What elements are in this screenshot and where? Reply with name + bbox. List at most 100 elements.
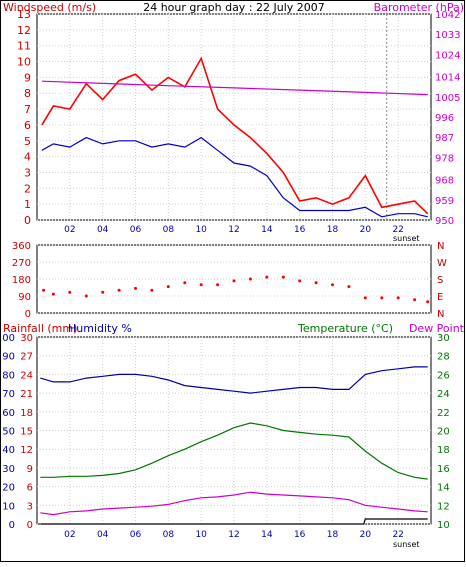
temperature-axis: 10 12 14 16 18 20 22 24 26 28 30 xyxy=(437,333,450,531)
rainfall-tick-label: 6 xyxy=(27,483,33,494)
wind-x-tick-label: 12 xyxy=(228,225,239,235)
wind-x-tick-label: 22 xyxy=(392,225,403,235)
barometer-right-axis: 950 959 968 978 987 996 1005 1014 1024 1033 1042 xyxy=(435,10,460,227)
humidity-tick-label: 60 xyxy=(2,408,15,419)
compass-tick-label: W xyxy=(437,258,447,269)
rainfall-axis-title: Rainfall (mm) xyxy=(3,322,77,335)
rainfall-line xyxy=(40,518,428,525)
barometer-line xyxy=(41,80,428,96)
direction-point xyxy=(68,290,72,294)
barometer-tick-label: 1024 xyxy=(435,50,460,61)
sunset-label-bottom: sunset xyxy=(393,540,420,549)
direction-tick-label: 180 xyxy=(12,275,31,286)
direction-tick-label: 90 xyxy=(18,292,31,303)
direction-point xyxy=(166,285,170,289)
wind-x-tick-label: 14 xyxy=(261,225,273,235)
windspeed-tick-label: 12 xyxy=(17,24,31,37)
humidity-tick-label: 20 xyxy=(2,483,15,494)
windspeed-tick-label: 1 xyxy=(24,198,31,211)
rainfall-tick-label: 18 xyxy=(20,408,33,419)
barometer-tick-label: 987 xyxy=(435,133,454,144)
wind-series xyxy=(41,56,429,218)
humidity-tick-label: 30 xyxy=(2,464,15,475)
humidity-tick-label: 10 xyxy=(2,501,15,512)
direction-point xyxy=(331,283,334,287)
climate-series xyxy=(40,366,428,525)
direction-point xyxy=(380,296,384,300)
rainfall-tick-label: 24 xyxy=(20,370,33,381)
humidity-tick-label: 0 xyxy=(9,520,15,531)
barometer-tick-label: 950 xyxy=(435,216,454,227)
windspeed-tick-label: 0 xyxy=(24,214,31,227)
direction-point xyxy=(101,290,105,294)
direction-point xyxy=(363,296,367,300)
climate-x-tick-label: 14 xyxy=(261,530,273,540)
rainfall-tick-label: 3 xyxy=(27,501,33,512)
direction-point xyxy=(413,298,417,302)
wind-x-tick-label: 18 xyxy=(327,225,339,235)
compass-tick-label: N xyxy=(437,309,444,320)
dewpoint-axis-title: Dew Point xyxy=(409,322,465,335)
windspeed-tick-label: 4 xyxy=(24,151,31,164)
temperature-tick-label: 16 xyxy=(437,464,450,475)
wind-x-axis: 02 04 06 08 10 12 14 16 18 20 22 xyxy=(64,225,404,235)
wind-x-tick-label: 10 xyxy=(195,225,207,235)
direction-point xyxy=(426,300,430,304)
climate-x-tick-label: 08 xyxy=(163,530,175,540)
direction-point xyxy=(183,281,187,285)
climate-x-tick-label: 12 xyxy=(228,530,239,540)
climate-x-tick-label: 02 xyxy=(64,530,75,540)
barometer-tick-label: 1033 xyxy=(435,30,460,41)
temperature-tick-label: 12 xyxy=(437,501,450,512)
temperature-tick-label: 26 xyxy=(437,370,450,381)
climate-x-tick-label: 10 xyxy=(195,530,207,540)
direction-tick-label: 270 xyxy=(12,258,31,269)
temperature-tick-label: 28 xyxy=(437,352,450,363)
temperature-axis-title: Temperature (°C) xyxy=(297,322,393,335)
wind-grid xyxy=(37,13,431,221)
dewpoint-line xyxy=(40,491,428,516)
temperature-tick-label: 20 xyxy=(437,427,450,438)
wind-average-line xyxy=(41,136,428,218)
barometer-tick-label: 1005 xyxy=(435,93,460,104)
compass-tick-label: E xyxy=(437,292,443,303)
temperature-tick-label: 14 xyxy=(437,483,450,494)
humidity-tick-label: 70 xyxy=(2,389,15,400)
rainfall-tick-label: 27 xyxy=(20,352,33,363)
direction-point xyxy=(51,292,55,296)
barometer-tick-label: 978 xyxy=(435,153,454,164)
windspeed-tick-label: 6 xyxy=(24,119,31,132)
rainfall-tick-label: 12 xyxy=(20,445,33,456)
humidity-tick-label: 100 xyxy=(1,333,15,344)
direction-point xyxy=(134,286,137,290)
temperature-tick-label: 10 xyxy=(437,520,450,531)
wind-x-tick-label: 04 xyxy=(97,225,109,235)
climate-x-tick-label: 22 xyxy=(392,530,403,540)
direction-point xyxy=(298,279,302,283)
humidity-axis-title: Humidity % xyxy=(68,322,132,335)
temperature-line xyxy=(40,422,428,480)
barometer-tick-label: 968 xyxy=(435,176,454,187)
rainfall-tick-label: 15 xyxy=(20,427,33,438)
climate-grid xyxy=(37,336,431,525)
compass-tick-label: N xyxy=(437,241,444,252)
rainfall-tick-label: 9 xyxy=(27,464,33,475)
climate-x-tick-label: 16 xyxy=(294,530,306,540)
direction-point xyxy=(248,277,252,281)
climate-x-tick-label: 04 xyxy=(97,530,109,540)
direction-plot-area xyxy=(36,244,432,314)
humidity-tick-label: 40 xyxy=(2,445,15,456)
barometer-tick-label: 1014 xyxy=(435,73,460,84)
direction-point xyxy=(42,288,46,292)
rainfall-tick-label: 0 xyxy=(27,520,33,531)
windspeed-tick-label: 8 xyxy=(24,87,31,100)
barometer-tick-label: 959 xyxy=(435,196,454,207)
temperature-tick-label: 30 xyxy=(437,333,450,344)
wind-x-tick-label: 02 xyxy=(64,225,75,235)
direction-point xyxy=(232,279,236,283)
humidity-tick-label: 80 xyxy=(2,370,15,381)
climate-x-tick-label: 20 xyxy=(360,530,372,540)
